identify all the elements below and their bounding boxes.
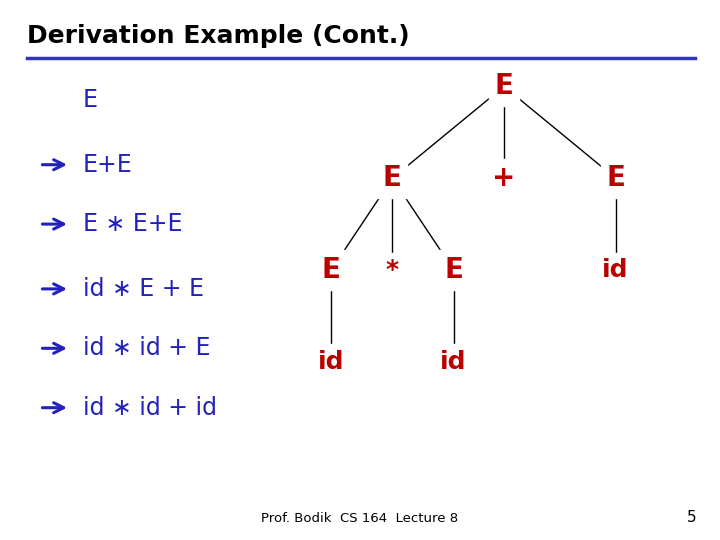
Text: E: E bbox=[383, 164, 402, 192]
Text: Derivation Example (Cont.): Derivation Example (Cont.) bbox=[27, 24, 410, 48]
Text: id: id bbox=[318, 350, 344, 374]
Text: *: * bbox=[386, 258, 399, 282]
Text: +: + bbox=[492, 164, 516, 192]
Text: id: id bbox=[441, 350, 467, 374]
Text: E: E bbox=[495, 72, 513, 100]
Text: E+E: E+E bbox=[83, 153, 132, 177]
Text: E: E bbox=[606, 164, 625, 192]
Text: id ∗ id + E: id ∗ id + E bbox=[83, 336, 210, 360]
Text: Prof. Bodik  CS 164  Lecture 8: Prof. Bodik CS 164 Lecture 8 bbox=[261, 512, 459, 525]
Text: id: id bbox=[603, 258, 629, 282]
Text: E: E bbox=[322, 256, 341, 284]
Text: E: E bbox=[83, 88, 98, 112]
Text: E: E bbox=[444, 256, 463, 284]
Text: id ∗ E + E: id ∗ E + E bbox=[83, 277, 204, 301]
Text: E ∗ E+E: E ∗ E+E bbox=[83, 212, 182, 236]
Text: 5: 5 bbox=[688, 510, 697, 525]
Text: id ∗ id + id: id ∗ id + id bbox=[83, 396, 217, 420]
